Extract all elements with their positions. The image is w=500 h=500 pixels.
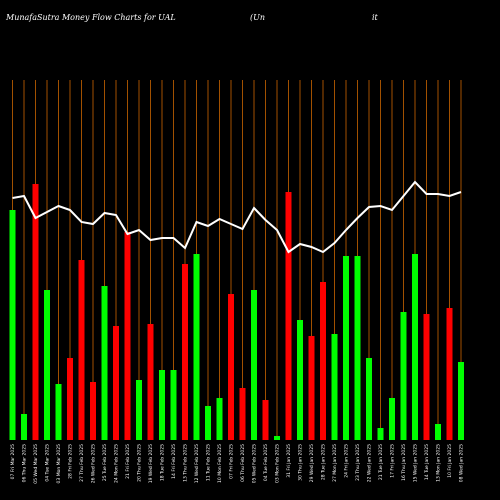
bar-down <box>78 260 85 440</box>
x-tick-label: 28 Fri Feb 2025 <box>68 444 74 479</box>
x-tick-label: 30 Thu Jan 2025 <box>298 444 304 481</box>
bar-down <box>446 308 453 440</box>
x-tick-label: 24 Fri Jan 2025 <box>344 444 350 478</box>
bar-up <box>354 256 361 440</box>
bar-down <box>239 388 246 440</box>
x-tick-label: 21 Fri Feb 2025 <box>125 444 131 479</box>
bar-up <box>136 380 142 440</box>
money-flow-line <box>12 180 462 254</box>
bar-up <box>343 256 349 440</box>
bar-up <box>9 210 16 440</box>
x-tick-label: 23 Thu Jan 2025 <box>355 444 361 481</box>
bar-down <box>423 314 430 440</box>
bar-up <box>331 334 338 440</box>
bar-down <box>67 358 73 440</box>
x-tick-label: 08 Wed Jan 2025 <box>459 444 465 482</box>
x-tick-label: 10 Mon Feb 2025 <box>217 444 223 483</box>
bar-up <box>193 254 200 440</box>
x-tick-label: 10 Fri Jan 2025 <box>447 444 453 478</box>
bar-down <box>32 184 39 440</box>
x-tick-label: 07 Fri Feb 2025 <box>229 444 235 479</box>
bar-up <box>400 312 407 440</box>
bar-up <box>21 414 27 440</box>
x-tick-label: 21 Tue Jan 2025 <box>378 444 384 480</box>
x-tick-label: 20 Thu Feb 2025 <box>137 444 143 482</box>
bar-up <box>101 286 108 440</box>
x-tick-label: 14 Tue Jan 2025 <box>424 444 430 480</box>
bar-up <box>55 384 62 440</box>
chart-title: MunafaSutra Money Flow Charts for UAL (U… <box>6 5 494 22</box>
chart-title-left: MunafaSutra Money Flow Charts for UAL <box>6 13 176 22</box>
x-tick-label: 11 Tue Feb 2025 <box>206 444 212 481</box>
x-tick-label: 24 Mon Feb 2025 <box>114 444 120 483</box>
x-tick-label: 26 Wed Feb 2025 <box>91 444 97 483</box>
bar-up <box>435 424 441 440</box>
x-tick-label: 19 Wed Feb 2025 <box>148 444 154 483</box>
bar-up <box>412 254 418 440</box>
bar-down <box>320 282 326 440</box>
x-tick-label: 06 Thu Feb 2025 <box>240 444 246 482</box>
x-tick-label: 05 Wed Feb 2025 <box>252 444 258 483</box>
x-tick-label: 03 Mon Feb 2025 <box>275 444 281 483</box>
x-tick-label: 03 Mon Mar 2025 <box>56 444 62 484</box>
x-tick-label: 27 Mon Jan 2025 <box>332 444 338 482</box>
x-tick-label: 13 Thu Feb 2025 <box>183 444 189 482</box>
x-tick-label: 06 Thu Mar 2025 <box>22 444 28 483</box>
bar-down <box>262 400 269 440</box>
x-tick-label: 05 Wed Mar 2025 <box>33 444 39 484</box>
bar-down <box>285 192 292 440</box>
bar-down <box>228 294 234 440</box>
x-tick-label: 07 Fri Mar 2025 <box>10 444 16 479</box>
x-tick-label: 28 Tue Jan 2025 <box>321 444 327 480</box>
x-tick-label: 12 Wed Feb 2025 <box>194 444 200 483</box>
x-tick-label: 17 Fri Jan 2025 <box>390 444 396 478</box>
x-axis-labels: 07 Fri Mar 2025 06 Thu Mar 2025 05 Wed Mar… <box>10 444 465 484</box>
bar-series <box>9 184 464 440</box>
x-tick-label: 18 Tue Feb 2025 <box>160 444 166 481</box>
x-tick-label: 27 Thu Feb 2025 <box>79 444 85 482</box>
x-tick-label: 16 Thu Jan 2025 <box>401 444 407 481</box>
bar-up <box>389 398 395 440</box>
bar-up <box>44 290 50 440</box>
bar-up <box>366 358 372 440</box>
chart-title-right: it <box>372 13 378 22</box>
bar-up <box>216 398 223 440</box>
x-tick-label: 04 Tue Feb 2025 <box>263 444 269 481</box>
bar-up <box>170 370 177 440</box>
x-tick-label: 14 Fri Feb 2025 <box>171 444 177 479</box>
bar-down <box>182 264 188 440</box>
x-tick-label: 25 Tue Feb 2025 <box>102 444 108 481</box>
bar-down <box>308 336 315 440</box>
bar-down <box>113 326 119 440</box>
bar-down <box>147 324 154 440</box>
bar-up <box>205 406 211 440</box>
bar-up <box>274 436 280 440</box>
x-tick-label: 04 Tue Mar 2025 <box>45 444 51 482</box>
bar-up <box>297 320 303 440</box>
x-tick-label: 13 Mon Jan 2025 <box>436 444 442 482</box>
bar-down <box>90 382 96 440</box>
x-tick-label: 15 Wed Jan 2025 <box>413 444 419 482</box>
x-tick-label: 29 Wed Jan 2025 <box>309 444 315 482</box>
bar-down <box>124 232 131 440</box>
x-tick-label: 22 Wed Jan 2025 <box>367 444 373 482</box>
bar-up <box>251 290 257 440</box>
bar-up <box>458 362 464 440</box>
bar-up <box>377 428 384 440</box>
bar-up <box>159 370 165 440</box>
chart-title-mid: (Un <box>250 13 266 22</box>
x-tick-label: 31 Fri Jan 2025 <box>286 444 292 478</box>
